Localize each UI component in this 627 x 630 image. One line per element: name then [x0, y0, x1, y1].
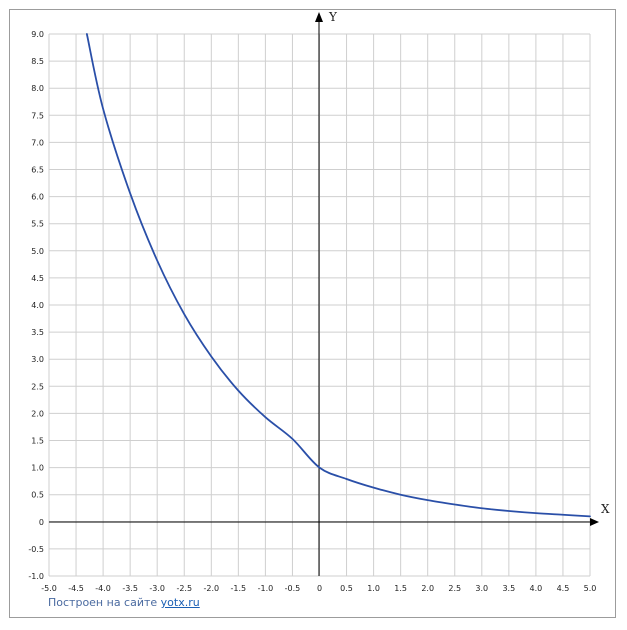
y-tick-label: 5.0 — [31, 247, 44, 256]
x-tick-label: 0.5 — [340, 584, 353, 593]
credit-link[interactable]: yotx.ru — [160, 596, 200, 609]
y-tick-label: 7.0 — [31, 138, 44, 147]
y-tick-label: 3.5 — [31, 328, 44, 337]
y-tick-label: 5.5 — [31, 220, 44, 229]
x-tick-label: -4.0 — [95, 584, 111, 593]
x-tick-label: -2.5 — [176, 584, 192, 593]
x-tick-label: 4.5 — [557, 584, 570, 593]
y-tick-label: 7.5 — [31, 111, 44, 120]
y-tick-labels: -1.0 -0.5 0 0.5 1.0 1.5 2.0 2.5 3.0 3.5 4.0 4.5 5.0 5… — [28, 30, 44, 581]
y-tick-label: 6.0 — [31, 193, 44, 202]
y-tick-label: 2.5 — [31, 382, 44, 391]
y-tick-label: -0.5 — [28, 545, 44, 554]
y-tick-label: 9.0 — [31, 30, 44, 39]
x-tick-label: 1.5 — [394, 584, 407, 593]
x-tick-label: 3.0 — [475, 584, 488, 593]
x-tick-label: -2.0 — [203, 584, 219, 593]
x-tick-label: 2.0 — [421, 584, 434, 593]
x-tick-label: 5.0 — [584, 584, 597, 593]
y-axis-label: Y — [328, 10, 338, 24]
x-tick-label: -5.0 — [41, 584, 57, 593]
x-tick-labels: -5.0 -4.5 -4.0 -3.5 -3.0 -2.5 -2.0 -1.5 -1.0 -0.5… — [41, 584, 596, 593]
chart-frame — [9, 9, 616, 618]
x-tick-label: -3.0 — [149, 584, 165, 593]
x-tick-label: 1.0 — [367, 584, 380, 593]
y-tick-label: 1.0 — [31, 464, 44, 473]
y-axis-arrow — [315, 12, 323, 22]
x-tick-label: -1.0 — [258, 584, 274, 593]
y-tick-label: 8.0 — [31, 84, 44, 93]
x-tick-label: 0 — [317, 584, 322, 593]
axes: X Y — [49, 10, 610, 576]
x-axis-label: X — [601, 502, 610, 516]
y-tick-label: 2.0 — [31, 409, 44, 418]
x-tick-label: 4.0 — [530, 584, 543, 593]
x-tick-label: -3.5 — [122, 584, 138, 593]
credit-text: Построен на сайте — [48, 596, 158, 609]
y-tick-label: 1.5 — [31, 437, 44, 446]
y-tick-label: 8.5 — [31, 57, 44, 66]
x-tick-label: -0.5 — [285, 584, 301, 593]
y-tick-label: 6.5 — [31, 166, 44, 175]
series-line — [85, 33, 591, 518]
y-tick-label: 4.5 — [31, 274, 44, 283]
x-axis-arrow — [590, 518, 599, 526]
y-tick-label: 4.0 — [31, 301, 44, 310]
y-tick-label: 0 — [39, 518, 44, 527]
series-layer — [85, 33, 591, 518]
y-tick-label: 3.0 — [31, 355, 44, 364]
x-tick-label: -1.5 — [231, 584, 247, 593]
x-tick-label: -4.5 — [68, 584, 84, 593]
y-tick-label: 0.5 — [31, 491, 44, 500]
x-tick-label: 3.5 — [502, 584, 515, 593]
y-tick-label: -1.0 — [28, 572, 44, 581]
x-tick-label: 2.5 — [448, 584, 461, 593]
credit-line: Построен на сайте yotx.ru — [48, 596, 200, 609]
